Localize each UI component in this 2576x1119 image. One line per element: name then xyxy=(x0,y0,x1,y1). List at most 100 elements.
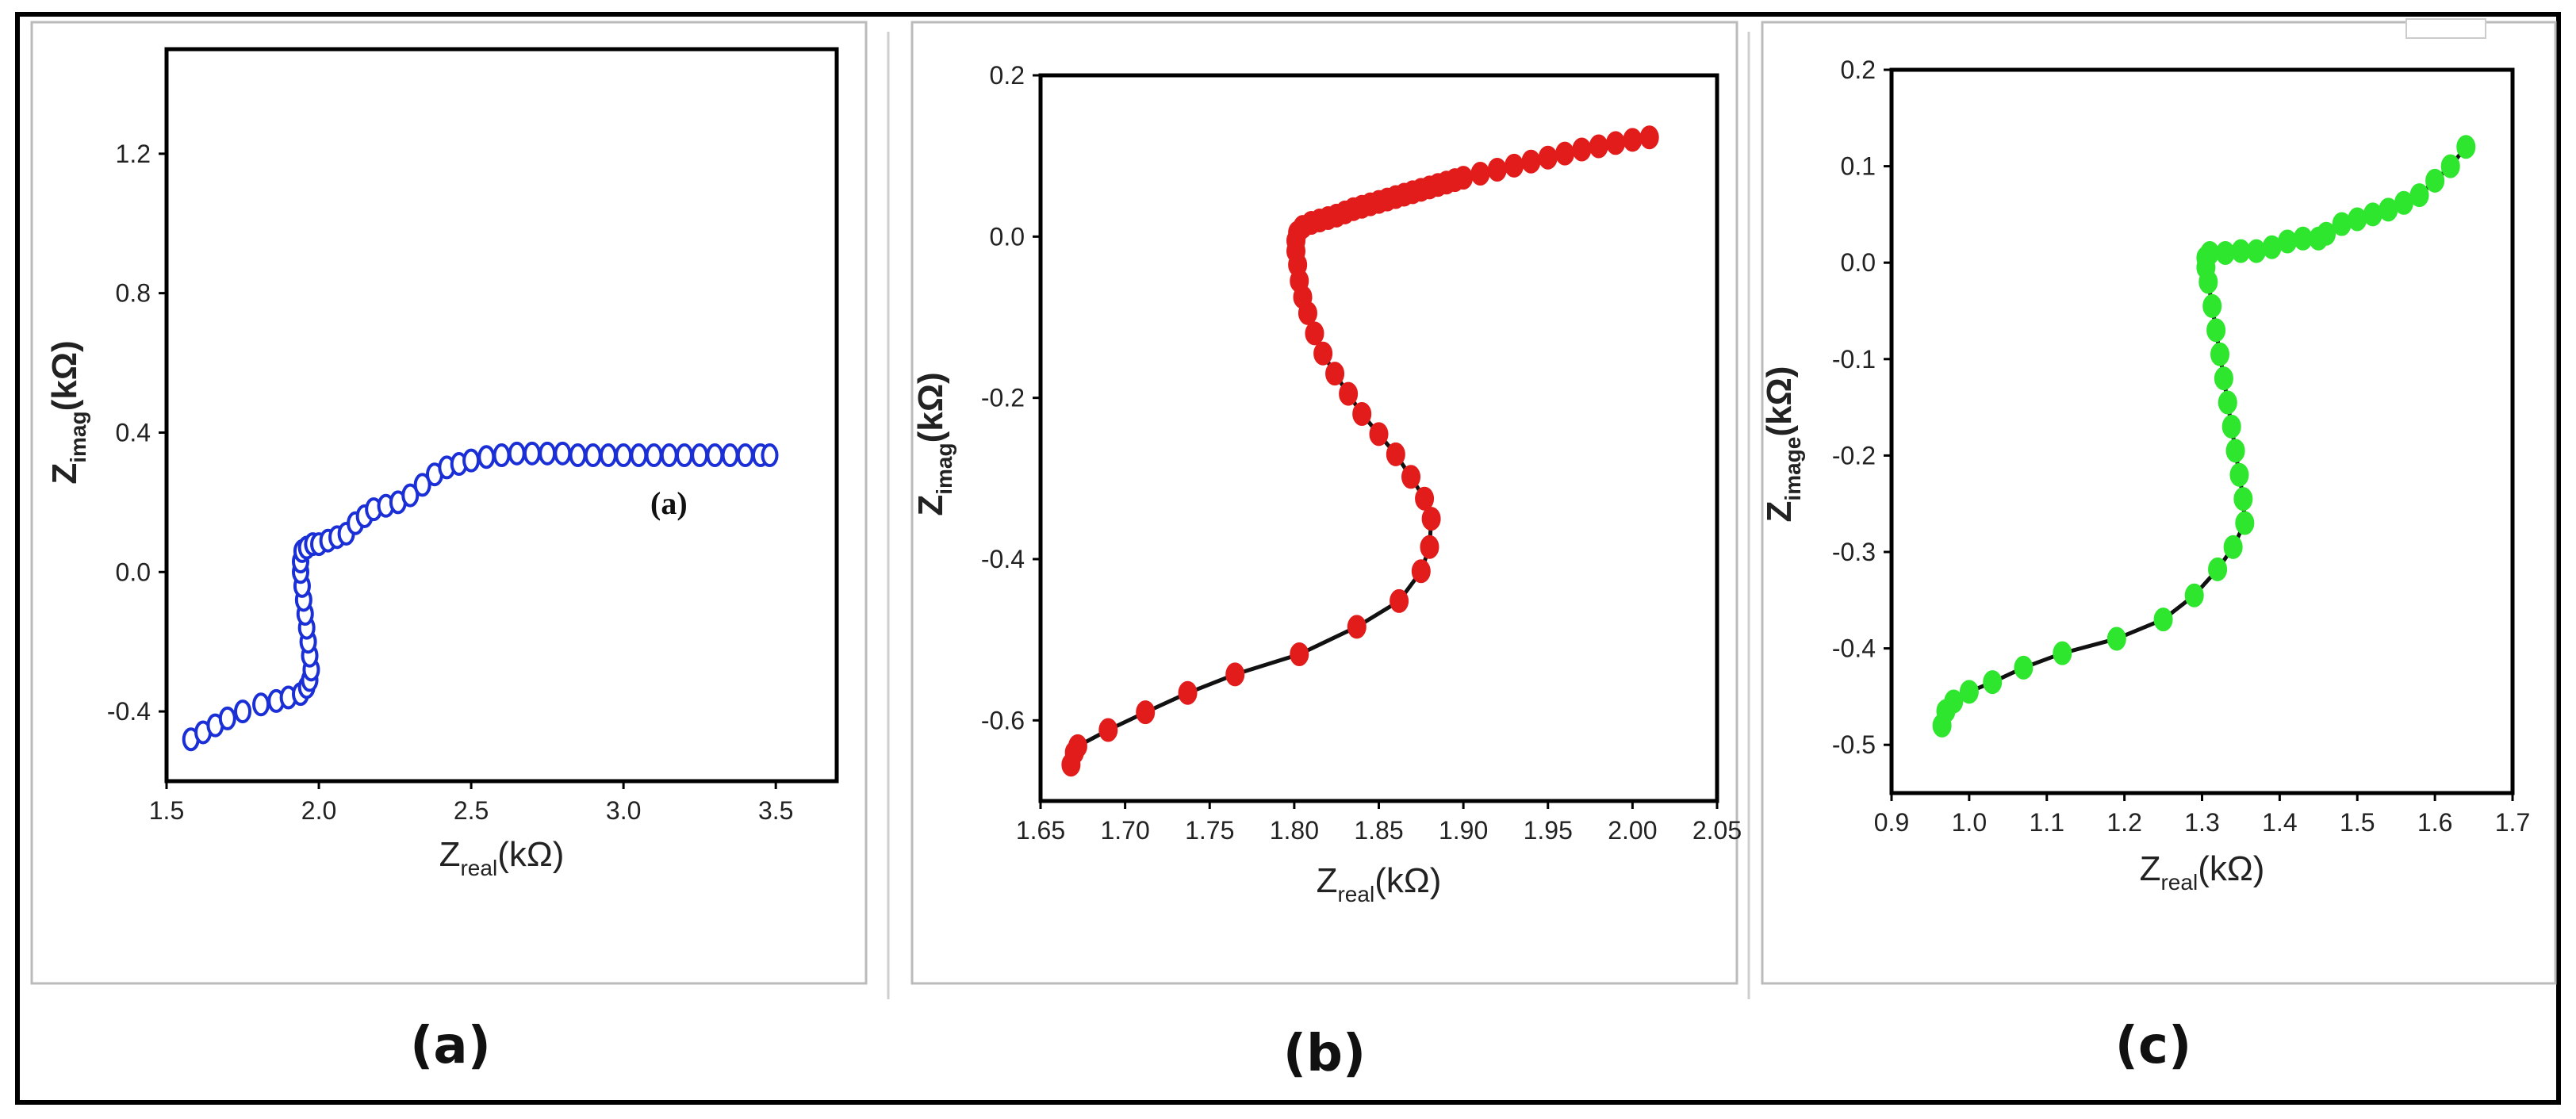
data-point-c xyxy=(2440,154,2460,178)
data-point-c xyxy=(2106,627,2126,651)
x-tick-label-b: 1.65 xyxy=(1016,816,1065,845)
y-axis-label-b: Zimag(kΩ) xyxy=(911,372,956,515)
data-point-a xyxy=(493,443,511,468)
data-point-b xyxy=(1290,642,1309,666)
x-tick-label-a: 1.5 xyxy=(149,796,184,825)
data-point-a xyxy=(554,441,572,466)
data-point-c xyxy=(2223,535,2243,559)
x-tick-label-b: 1.85 xyxy=(1354,816,1403,845)
data-point-c xyxy=(2348,207,2367,232)
y-tick-label-c: -0.5 xyxy=(1832,730,1876,759)
data-point-b xyxy=(1411,559,1431,584)
x-tick-label-a: 3.0 xyxy=(606,796,641,825)
data-point-c xyxy=(2221,414,2241,439)
data-point-a xyxy=(413,473,431,497)
data-point-c xyxy=(2214,366,2233,391)
y-tick-label-c: 0.0 xyxy=(1841,248,1876,277)
data-point-a xyxy=(569,443,587,468)
x-tick-label-c: 0.9 xyxy=(1874,808,1909,837)
data-point-a xyxy=(706,443,724,468)
y-tick-label-c: -0.4 xyxy=(1832,634,1876,663)
x-tick-label-c: 1.7 xyxy=(2495,808,2530,837)
x-tick-label-a: 2.5 xyxy=(454,796,489,825)
y-tick-label-c: -0.1 xyxy=(1832,345,1876,374)
data-point-b xyxy=(1347,615,1367,639)
y-tick-label-c: -0.2 xyxy=(1832,441,1876,469)
y-tick-label-b: 0.2 xyxy=(990,61,1025,90)
data-point-a xyxy=(218,706,236,730)
data-point-c xyxy=(2184,583,2204,607)
data-point-b xyxy=(1487,157,1507,182)
data-point-c xyxy=(2153,607,2173,632)
x-tick-label-c: 1.0 xyxy=(1952,808,1987,837)
data-point-b xyxy=(1420,535,1439,559)
data-point-b xyxy=(1589,134,1608,159)
x-axis-label-a: Zreal(kΩ) xyxy=(439,835,565,880)
panel-a-box xyxy=(30,21,868,985)
x-tick-label-c: 1.1 xyxy=(2030,808,2064,837)
x-tick-label-a: 2.0 xyxy=(301,796,336,825)
x-axis-label-b: Zreal(kΩ) xyxy=(1317,861,1442,906)
data-point-b xyxy=(1505,153,1524,178)
x-tick-label-c: 1.5 xyxy=(2340,808,2375,837)
data-point-b xyxy=(1401,465,1421,489)
legend-stub xyxy=(2405,18,2486,39)
x-tick-label-a: 3.5 xyxy=(758,796,793,825)
data-point-c xyxy=(2456,135,2476,159)
y-tick-label-c: 0.1 xyxy=(1841,152,1876,181)
data-point-c xyxy=(2235,511,2255,535)
data-point-c xyxy=(2317,221,2336,246)
data-point-c xyxy=(2210,342,2230,366)
data-point-a xyxy=(675,443,693,468)
data-point-b xyxy=(1538,145,1558,170)
data-point-a xyxy=(477,445,496,469)
data-point-b xyxy=(1572,137,1592,162)
data-point-c xyxy=(1944,689,1964,714)
caption-a: (a) xyxy=(410,1017,491,1075)
data-point-c xyxy=(2202,293,2222,318)
data-point-c xyxy=(2262,235,2282,259)
data-point-a xyxy=(736,443,754,468)
data-point-c xyxy=(2278,229,2298,254)
data-point-b xyxy=(1421,507,1441,531)
data-point-a xyxy=(645,443,663,468)
data-point-b xyxy=(1225,662,1245,687)
data-point-b xyxy=(1454,166,1474,190)
data-point-a xyxy=(584,443,602,468)
data-point-a xyxy=(401,483,420,508)
data-point-a xyxy=(761,443,779,468)
data-point-b xyxy=(1178,680,1198,705)
inplot-label-a: (a) xyxy=(650,485,688,521)
data-point-c xyxy=(2225,439,2245,463)
panel-c: 0.9 1.0 1.1 1.2 1.3 1.4 1.5 1.6 1.7 -0.5 -0.4 -0.3 -… xyxy=(1760,56,2530,895)
data-point-c xyxy=(2206,318,2226,343)
data-point-a xyxy=(691,443,709,468)
data-point-b xyxy=(1339,381,1359,406)
data-point-c xyxy=(2425,168,2445,193)
data-point-b xyxy=(1098,718,1118,742)
data-point-a xyxy=(539,441,557,466)
data-point-a xyxy=(615,443,633,468)
x-tick-label-c: 1.6 xyxy=(2417,808,2452,837)
data-point-a xyxy=(252,692,270,717)
data-point-c xyxy=(2215,241,2235,266)
data-point-a xyxy=(630,443,648,468)
data-point-b xyxy=(1352,402,1372,426)
y-tick-label-a: 0.4 xyxy=(116,418,151,446)
data-point-c xyxy=(2053,641,2072,665)
data-point-c xyxy=(2247,239,2267,263)
outer-frame xyxy=(15,12,2561,1105)
y-tick-label-a: 1.2 xyxy=(116,140,151,168)
data-point-b xyxy=(1305,321,1324,346)
data-point-b xyxy=(1136,700,1156,725)
data-point-b xyxy=(1470,162,1490,186)
data-point-b xyxy=(1386,442,1405,466)
y-tick-label-b: 0.0 xyxy=(990,222,1025,251)
data-point-a xyxy=(234,699,252,724)
data-point-a xyxy=(721,443,739,468)
caption-b: (b) xyxy=(1283,1025,1366,1083)
panel-a: 1.5 2.0 2.5 3.0 3.5 -0.4 0.0 0.4 0.8 1.2 Zreal(kΩ)… xyxy=(45,47,839,880)
data-point-a xyxy=(660,443,678,468)
data-point-a xyxy=(508,441,526,466)
data-point-b xyxy=(1369,422,1389,446)
